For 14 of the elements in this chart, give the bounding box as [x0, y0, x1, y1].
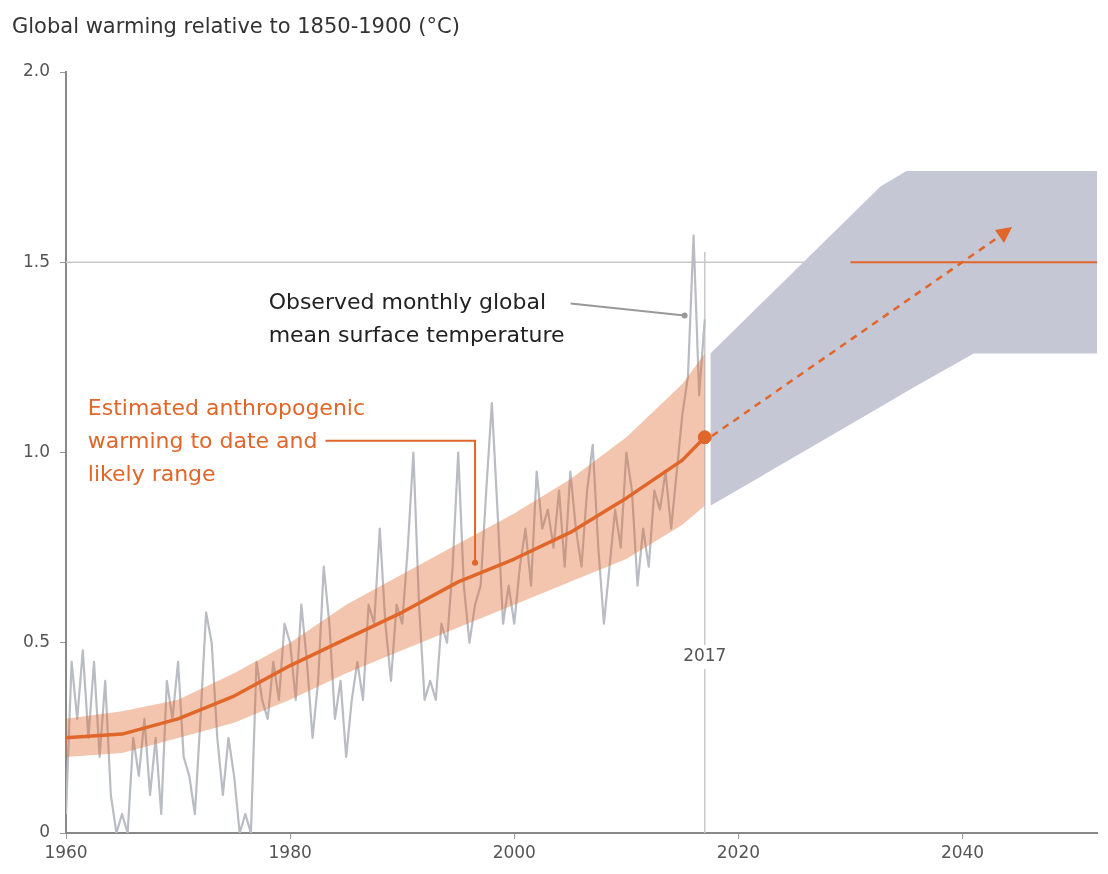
- y-axis-title: Global warming relative to 1850-1900 (°C): [12, 14, 460, 38]
- x-tick-label: 2020: [716, 841, 761, 862]
- ref-line-label: 2017: [683, 645, 727, 666]
- y-tick-label: 0: [39, 821, 50, 842]
- annotation: Observed monthly global mean surface temperature: [268, 289, 565, 348]
- y-tick-label: 2.0: [22, 60, 50, 81]
- y-tick-label: 1.0: [22, 440, 50, 461]
- x-tick-label: 2000: [492, 841, 536, 862]
- annotation: Estimated anthropogenic warming to date and likely range: [87, 394, 366, 486]
- x-tick-label: 2040: [940, 841, 985, 862]
- y-tick-label: 0.5: [22, 631, 50, 652]
- x-tick-label: 1980: [268, 841, 312, 862]
- x-tick-label: 1960: [44, 841, 88, 862]
- y-tick-label: 1.5: [22, 250, 50, 271]
